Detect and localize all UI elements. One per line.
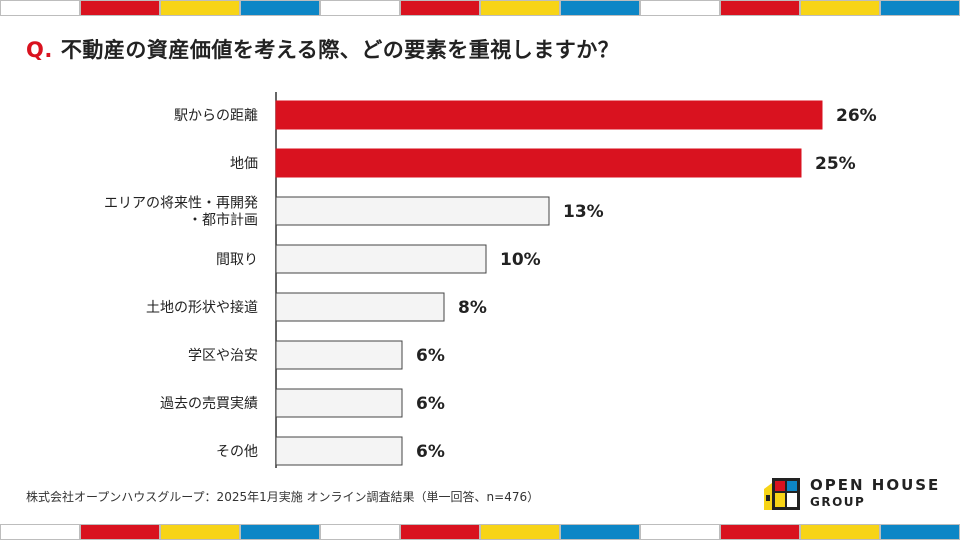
data-label-6: 6% — [416, 394, 445, 414]
bar-4 — [275, 292, 445, 322]
page-title: Q. 不動産の資産価値を考える際、どの要素を重視しますか？ — [26, 34, 619, 64]
house-logo-icon — [764, 478, 800, 510]
category-label-7: その他 — [216, 444, 258, 460]
logo-text-group: GROUP — [810, 495, 866, 509]
stripe-segment — [480, 524, 560, 540]
stripe-segment — [240, 524, 320, 540]
bar-3 — [275, 244, 487, 274]
stripe-segment — [720, 0, 800, 16]
data-label-3: 10% — [500, 250, 541, 270]
data-label-0: 26% — [836, 106, 877, 126]
company-logo: OPEN HOUSE GROUP — [764, 475, 940, 513]
survey-footnote: 株式会社オープンハウスグループ：2025年1月実施 オンライン調査結果（単一回答… — [26, 490, 540, 504]
category-label-1: 地価 — [230, 156, 258, 172]
stripe-segment — [400, 0, 480, 16]
data-label-4: 8% — [458, 298, 487, 318]
category-label-5: 学区や治安 — [188, 348, 258, 364]
bottom-color-stripe — [0, 524, 960, 540]
category-label-6: 過去の売買実績 — [160, 396, 258, 412]
stripe-segment — [320, 0, 400, 16]
stripe-segment — [880, 524, 960, 540]
stripe-segment — [640, 524, 720, 540]
bar-0 — [275, 100, 823, 130]
category-label-0: 駅からの距離 — [174, 107, 258, 124]
stripe-segment — [80, 524, 160, 540]
stripe-segment — [720, 524, 800, 540]
stripe-segment — [0, 524, 80, 540]
stripe-segment — [560, 0, 640, 16]
category-label-3: 間取り — [216, 252, 258, 268]
data-label-7: 6% — [416, 442, 445, 462]
stripe-segment — [640, 0, 720, 16]
category-label-2-1: ・都市計画 — [188, 212, 258, 229]
bar-7 — [275, 436, 403, 466]
stripe-segment — [160, 0, 240, 16]
question-prefix: Q. — [26, 38, 53, 62]
bar-1 — [275, 148, 802, 178]
bar-5 — [275, 340, 403, 370]
category-label-2-0: エリアの将来性・再開発 — [104, 196, 258, 212]
bar-2 — [275, 196, 550, 226]
category-label-4: 土地の形状や接道 — [146, 299, 258, 316]
data-label-1: 25% — [815, 154, 856, 174]
stripe-segment — [160, 524, 240, 540]
stripe-segment — [80, 0, 160, 16]
top-color-stripe — [0, 0, 960, 16]
stripe-segment — [800, 524, 880, 540]
bar-6 — [275, 388, 403, 418]
stripe-segment — [0, 0, 80, 16]
stripe-segment — [320, 524, 400, 540]
data-label-2: 13% — [563, 202, 604, 222]
stripe-segment — [800, 0, 880, 16]
stripe-segment — [400, 524, 480, 540]
question-text: 不動産の資産価値を考える際、どの要素を重視しますか？ — [60, 38, 620, 62]
data-label-5: 6% — [416, 346, 445, 366]
stripe-segment — [240, 0, 320, 16]
stripe-segment — [480, 0, 560, 16]
stripe-segment — [560, 524, 640, 540]
logo-text-open-house: OPEN HOUSE — [810, 476, 941, 494]
